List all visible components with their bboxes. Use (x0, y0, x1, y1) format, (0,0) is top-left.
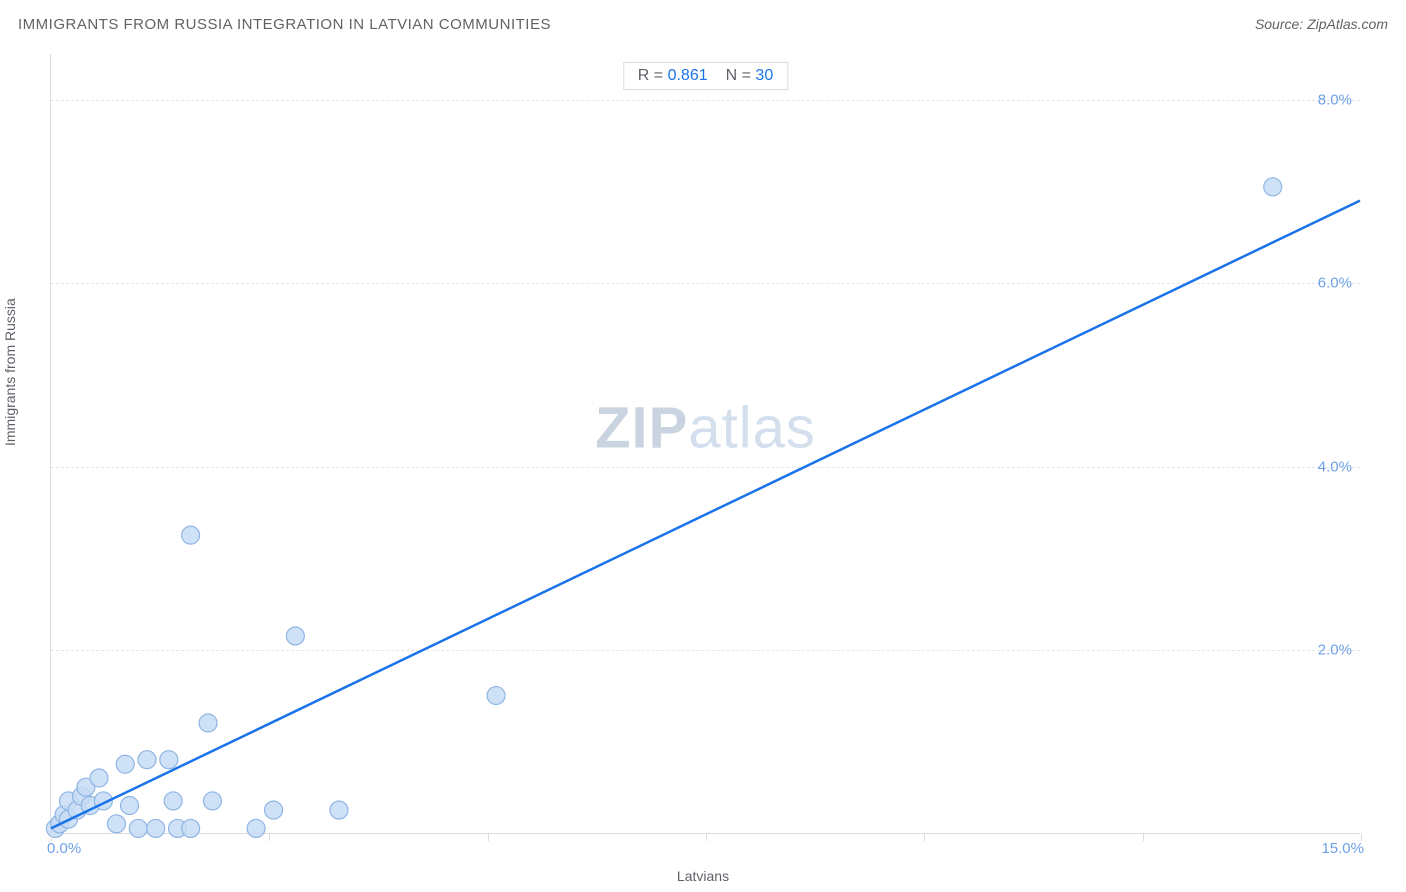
y-axis-label: Immigrants from Russia (2, 298, 18, 446)
n-value: 30 (755, 67, 773, 84)
data-point (487, 687, 505, 705)
data-point (164, 792, 182, 810)
x-max-label: 15.0% (1321, 840, 1364, 857)
header: IMMIGRANTS FROM RUSSIA INTEGRATION IN LA… (0, 0, 1406, 48)
data-point (286, 627, 304, 645)
n-label: N = (726, 67, 751, 84)
x-min-label: 0.0% (47, 840, 81, 857)
x-tick (706, 833, 707, 841)
data-point (116, 755, 134, 773)
x-tick (1143, 833, 1144, 841)
data-point (147, 819, 165, 837)
chart-title: IMMIGRANTS FROM RUSSIA INTEGRATION IN LA… (18, 16, 551, 33)
source-attribution: Source: ZipAtlas.com (1255, 16, 1388, 32)
y-tick-label: 4.0% (1318, 458, 1352, 475)
x-axis-label: Latvians (677, 868, 729, 884)
scatter-svg (51, 54, 1360, 833)
trend-line (51, 201, 1360, 829)
data-point (203, 792, 221, 810)
stats-legend: R = 0.861 N = 30 (623, 62, 788, 90)
data-point (1264, 178, 1282, 196)
data-point (121, 797, 139, 815)
y-tick-label: 8.0% (1318, 91, 1352, 108)
r-stat: R = 0.861 (638, 67, 708, 85)
n-stat: N = 30 (726, 67, 774, 85)
x-tick (488, 833, 489, 841)
data-point (107, 815, 125, 833)
y-tick-label: 6.0% (1318, 275, 1352, 292)
data-point (182, 819, 200, 837)
data-point (138, 751, 156, 769)
x-tick (269, 833, 270, 841)
data-point (129, 819, 147, 837)
y-tick-label: 2.0% (1318, 642, 1352, 659)
data-point (265, 801, 283, 819)
plot-area: ZIPatlas R = 0.861 N = 30 2.0%4.0%6.0%8.… (50, 54, 1360, 834)
r-label: R = (638, 67, 663, 84)
x-tick (924, 833, 925, 841)
r-value: 0.861 (668, 67, 708, 84)
data-point (90, 769, 108, 787)
data-point (247, 819, 265, 837)
data-point (199, 714, 217, 732)
data-point (160, 751, 178, 769)
data-point (182, 526, 200, 544)
data-point (330, 801, 348, 819)
